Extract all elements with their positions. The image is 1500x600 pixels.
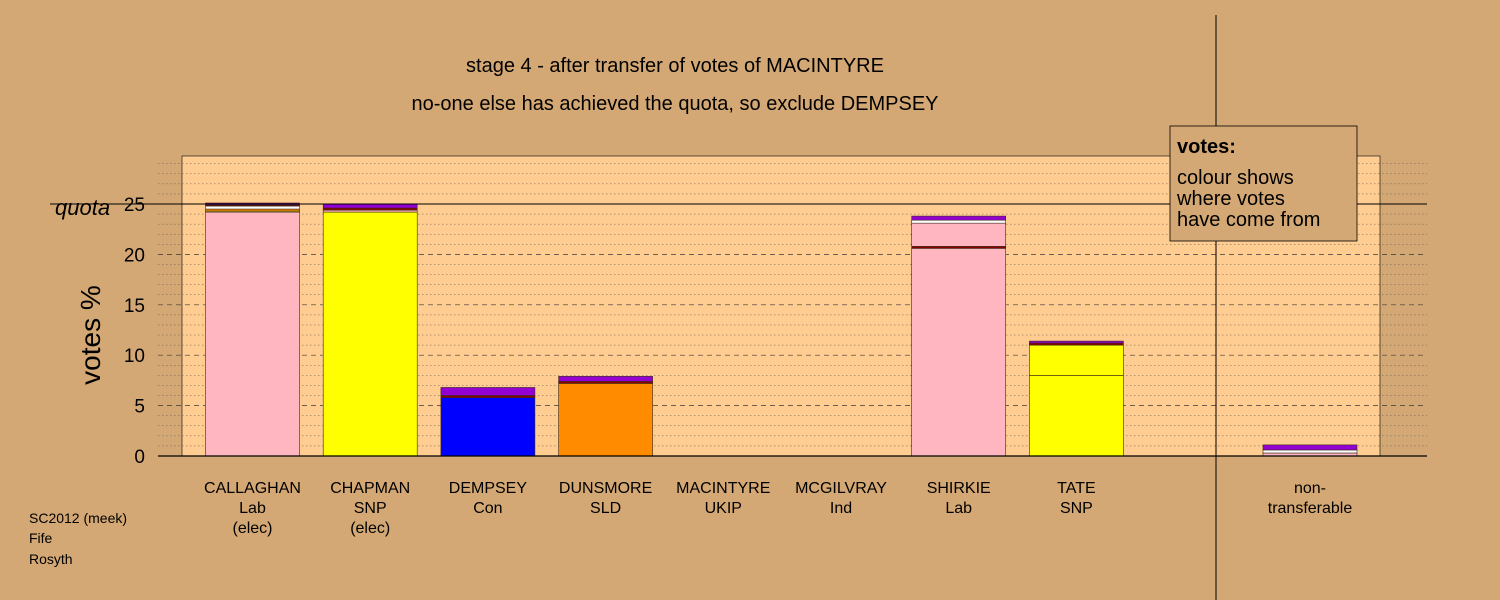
legend-line: where votes xyxy=(1176,188,1285,210)
footer-line: Rosyth xyxy=(29,551,73,567)
candidate-label: SNP xyxy=(354,500,387,517)
legend-line: colour shows xyxy=(1177,167,1294,189)
bar-segment xyxy=(1029,342,1124,346)
bar-segment xyxy=(205,205,300,210)
candidate-bar xyxy=(322,203,418,457)
nontransferable-label: non- xyxy=(1294,480,1326,497)
candidate-bar xyxy=(558,376,653,457)
y-tick-label: 5 xyxy=(134,397,145,418)
candidate-bar xyxy=(911,215,1007,457)
candidate-label: MCGILVRAY xyxy=(795,480,887,497)
bar-segment xyxy=(205,211,300,457)
candidate-label: Ind xyxy=(830,500,852,517)
candidate-label: DEMPSEY xyxy=(449,480,528,497)
candidate-label: CALLAGHAN xyxy=(204,480,301,497)
bar-segment xyxy=(440,397,536,457)
candidate-bar xyxy=(440,387,536,457)
bar-segment xyxy=(1029,340,1124,344)
nontransferable-bar xyxy=(1262,444,1358,457)
bar-segment xyxy=(911,219,1007,224)
bar-segment xyxy=(440,395,536,398)
candidate-label: SLD xyxy=(590,500,621,517)
bar-segment xyxy=(911,215,1007,221)
footer-info: SC2012 (meek) Fife Rosyth xyxy=(29,510,127,567)
nontransferable-label: transferable xyxy=(1268,500,1353,517)
candidate-label: CHAPMAN xyxy=(330,480,410,497)
candidate-label: (elec) xyxy=(232,520,272,537)
bar-segment xyxy=(1262,444,1358,451)
y-tick-label: 10 xyxy=(124,346,145,367)
y-tick-label: 0 xyxy=(134,447,145,468)
y-tick-label: 20 xyxy=(124,245,145,266)
candidate-label: MACINTYRE xyxy=(676,480,770,497)
bar-segment xyxy=(322,207,418,211)
legend-line: have come from xyxy=(1177,209,1320,231)
candidate-bar xyxy=(205,202,300,457)
bar-series xyxy=(205,202,1358,457)
candidate-labels: CALLAGHAN Lab (elec) CHAPMAN SNP (elec) DEMPSE… xyxy=(204,480,1352,537)
bar-segment xyxy=(1029,375,1124,457)
bar-segment xyxy=(1029,344,1124,376)
candidate-label: Lab xyxy=(945,500,972,517)
candidate-label: UKIP xyxy=(705,500,742,517)
y-axis-label: votes % xyxy=(75,285,106,385)
candidate-label: SHIRKIE xyxy=(927,480,991,497)
bar-segment xyxy=(558,381,653,384)
legend-frame xyxy=(1169,125,1358,242)
bar-segment xyxy=(322,209,418,213)
candidate-label: Con xyxy=(473,500,502,517)
candidate-label: TATE xyxy=(1057,480,1096,497)
chart-title: stage 4 - after transfer of votes of MAC… xyxy=(466,55,884,77)
bar-segment xyxy=(558,383,653,457)
bar-segment xyxy=(322,211,418,457)
bar-segment xyxy=(205,208,300,212)
bar-segment xyxy=(911,248,1007,457)
candidate-label: Lab xyxy=(239,500,266,517)
footer-line: SC2012 (meek) xyxy=(29,510,127,526)
bar-segment xyxy=(322,203,418,209)
candidate-label: SNP xyxy=(1060,500,1093,517)
candidate-label: (elec) xyxy=(350,520,390,537)
quota-label: quota xyxy=(55,195,110,220)
candidate-label: DUNSMORE xyxy=(559,480,652,497)
y-tick-label: 15 xyxy=(124,296,145,317)
chart-subtitle: no-one else has achieved the quota, so e… xyxy=(412,93,939,115)
footer-line: Fife xyxy=(29,530,53,546)
bar-segment xyxy=(911,246,1007,249)
legend-title: votes: xyxy=(1177,136,1236,158)
bar-segment xyxy=(1262,449,1358,454)
y-tick-label: 25 xyxy=(124,195,145,216)
candidate-bar xyxy=(1029,340,1124,457)
bar-segment xyxy=(558,376,653,382)
bar-segment xyxy=(440,387,536,396)
legend-box: votes: colour shows where votes have com… xyxy=(1169,125,1358,242)
bar-segment xyxy=(911,222,1007,247)
